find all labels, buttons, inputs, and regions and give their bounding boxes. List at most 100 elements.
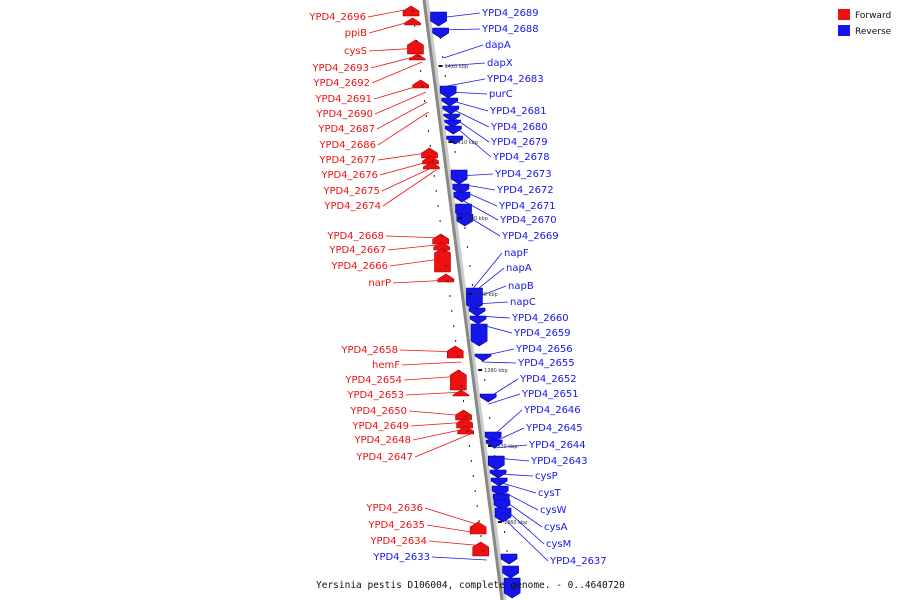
forward-gene (402, 5, 420, 17)
reverse-label: cysP (535, 471, 558, 482)
minor-tick (474, 303, 476, 305)
forward-gene (469, 521, 487, 535)
forward-leader-line (385, 235, 445, 239)
forward-label: YPD4_2650 (349, 406, 407, 417)
reverse-label: dapA (485, 40, 511, 51)
forward-leader-line (370, 54, 422, 69)
minor-tick (468, 445, 470, 447)
reverse-label: napF (504, 248, 529, 259)
forward-label: YPD4_2677 (318, 155, 376, 166)
reverse-leader-line (439, 28, 481, 31)
forward-label: narP (368, 278, 391, 289)
forward-label: YPD4_2636 (365, 503, 423, 514)
minor-tick (486, 398, 488, 400)
feature-glyphs (402, 5, 521, 599)
reverse-label: YPD4_2646 (523, 405, 581, 416)
forward-leader-line (379, 159, 435, 176)
forward-label: YPD4_2666 (330, 261, 388, 272)
minor-tick (464, 415, 466, 417)
reverse-label: YPD4_2659 (513, 328, 571, 339)
forward-label: YPD4_2696 (308, 12, 366, 23)
forward-leader-line (368, 47, 421, 52)
forward-gene (407, 39, 424, 55)
forward-label: hemF (372, 360, 400, 371)
reverse-gene (487, 455, 505, 471)
forward-leader-line (403, 375, 463, 381)
minor-tick (412, 10, 414, 12)
reverse-gene (493, 499, 511, 511)
reverse-leader-line (483, 361, 517, 364)
reverse-leader-line (438, 12, 481, 19)
reverse-leader-line (475, 301, 509, 305)
reverse-gene (443, 113, 461, 122)
reverse-leader-line (473, 252, 503, 289)
forward-leader-line (414, 433, 471, 458)
forward-leader-line (377, 111, 429, 146)
reverse-leader-line (444, 62, 486, 67)
reverse-leader-line (450, 115, 490, 143)
forward-label: YPD4_2687 (317, 124, 375, 135)
forward-leader-line (371, 61, 423, 84)
minor-tick (474, 490, 476, 492)
scale-tick-label: 1380 kbp (484, 368, 508, 374)
scale-tick-label: 1360 kbp (504, 520, 528, 526)
reverse-label: YPD4_2672 (496, 185, 554, 196)
forward-gene (457, 425, 474, 435)
reverse-leader-line (460, 189, 498, 207)
reverse-gene (500, 553, 518, 565)
forward-gene (434, 247, 451, 273)
reverse-label: cysA (544, 522, 568, 533)
minor-tick (439, 37, 441, 39)
reverse-leader-line (474, 285, 507, 299)
position-ticks: 1420 kbp 1410 kbp 1400 kbp 1390 kbp 1380 kbp… (412, 10, 527, 552)
minor-tick (437, 205, 439, 207)
scale-tick-label: 1410 kbp (454, 140, 478, 146)
minor-tick (462, 208, 464, 210)
reverse-label: napA (506, 263, 532, 274)
reverse-gene (441, 97, 459, 107)
forward-gene (423, 161, 440, 170)
forward-label: YPD4_2693 (311, 63, 369, 74)
forward-leader-line (377, 151, 434, 161)
reverse-label: YPD4_2683 (486, 74, 544, 85)
forward-label: YPD4_2635 (367, 520, 425, 531)
legend-reverse-label: Reverse (855, 27, 892, 37)
minor-tick (472, 475, 474, 477)
forward-leader-line (399, 349, 460, 353)
minor-tick (431, 160, 433, 162)
reverse-leader-line (493, 427, 525, 443)
forward-leader-line (373, 83, 426, 100)
legend: Forward Reverse (838, 9, 892, 37)
reverse-gene (484, 431, 502, 443)
minor-tick (427, 130, 429, 132)
minor-tick (463, 400, 464, 402)
minor-tick (482, 550, 484, 552)
minor-tick (441, 235, 443, 237)
forward-label: cysS (344, 46, 367, 57)
minor-tick (449, 295, 451, 297)
forward-label: ppiB (345, 28, 367, 39)
reverse-gene (491, 485, 509, 497)
forward-label: YPD4_2668 (326, 231, 384, 242)
minor-tick (452, 132, 454, 134)
minor-tick (442, 56, 444, 58)
reverse-label: YPD4_2637 (549, 556, 607, 567)
reverse-leader-line (499, 489, 539, 511)
minor-tick (457, 170, 459, 172)
forward-label: YPD4_2691 (314, 94, 372, 105)
reverse-gene (446, 135, 463, 145)
reverse-leader-line (492, 409, 523, 437)
reverse-label: YPD4_2652 (519, 374, 577, 385)
minor-tick (484, 379, 486, 381)
minor-tick (481, 360, 483, 362)
minor-tick (453, 325, 455, 327)
minor-tick (496, 474, 498, 476)
minor-tick (501, 512, 503, 514)
reverse-leader-line (498, 481, 537, 494)
forward-gene (433, 241, 451, 251)
forward-gene (452, 389, 470, 397)
minor-tick (455, 340, 457, 342)
legend-forward-label: Forward (855, 11, 891, 21)
minor-tick (489, 417, 491, 419)
minor-tick (476, 322, 478, 324)
